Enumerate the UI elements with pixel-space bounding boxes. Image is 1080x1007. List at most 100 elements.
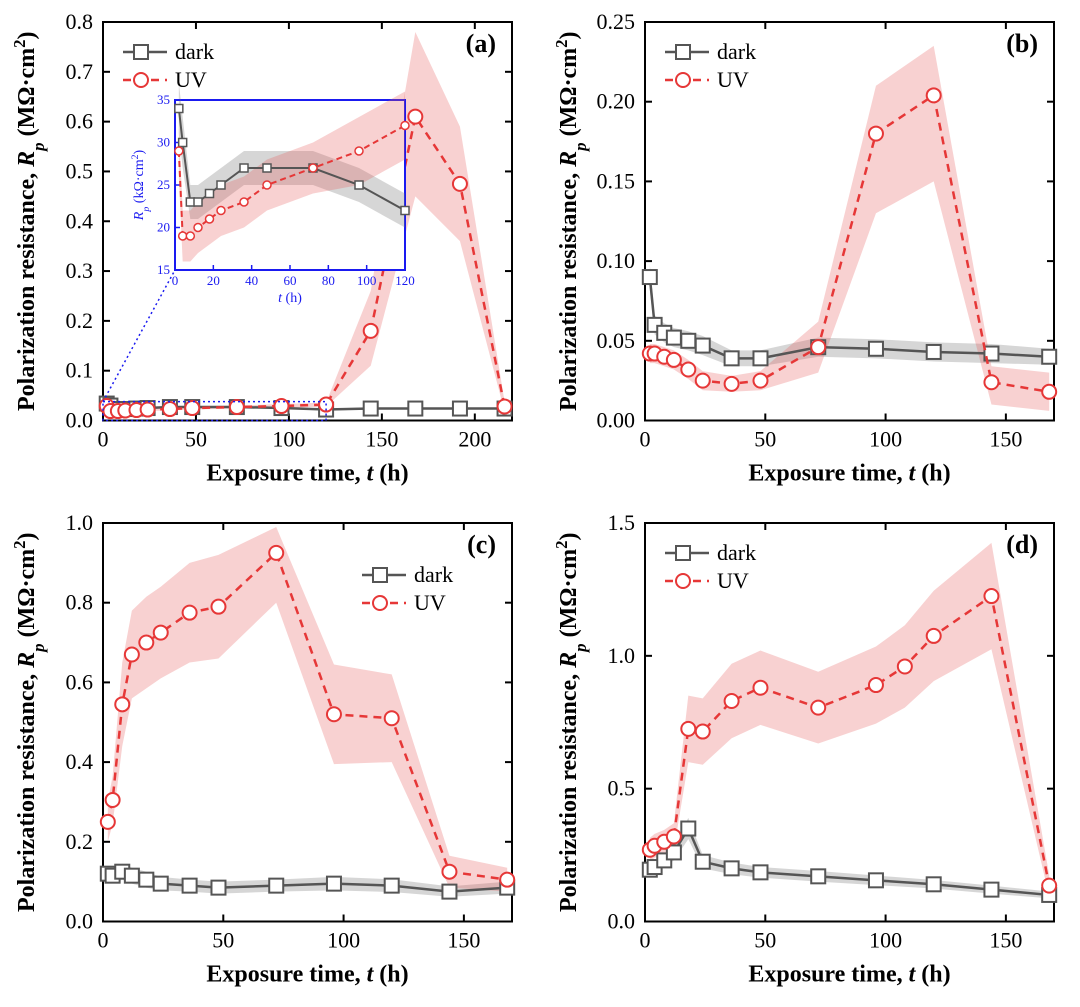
x-axis-title: Exposure time, t (h) xyxy=(748,461,950,487)
figure-grid: 0501001502000.00.10.20.30.40.50.60.70.8E… xyxy=(0,0,1080,1007)
panel-label: (d) xyxy=(1006,530,1038,559)
y-tick-label: 0.0 xyxy=(66,908,94,933)
marker-square xyxy=(681,821,695,835)
marker-circle xyxy=(984,375,998,389)
marker-square xyxy=(725,861,739,875)
marker-circle xyxy=(898,659,912,673)
panel-c: 0501001500.00.20.40.60.81.0Exposure time… xyxy=(8,509,530,1000)
marker-circle xyxy=(274,399,288,413)
marker-square xyxy=(643,270,657,284)
legend: dark UV xyxy=(665,39,756,92)
svg-text:120: 120 xyxy=(395,273,415,288)
marker-square xyxy=(385,878,399,892)
marker-circle xyxy=(681,362,695,376)
marker-circle xyxy=(385,711,399,725)
marker-circle xyxy=(927,628,941,642)
marker-circle xyxy=(230,400,244,414)
x-tick-label: 150 xyxy=(989,927,1022,952)
marker-square xyxy=(696,854,710,868)
marker-circle xyxy=(725,377,739,391)
marker-circle xyxy=(269,545,283,559)
panel-b-svg: 0501001500.000.050.100.150.200.25Exposur… xyxy=(550,8,1072,499)
marker-circle xyxy=(154,625,168,639)
y-tick-label: 0.2 xyxy=(66,828,94,853)
marker-square xyxy=(984,882,998,896)
marker-circle xyxy=(869,127,883,141)
y-axis-title: Polarization resistance, Rp (MΩ·cm2) xyxy=(10,532,48,911)
marker-square xyxy=(927,877,941,891)
legend-label: UV xyxy=(414,590,446,615)
legend-label: dark xyxy=(717,39,756,64)
marker-circle xyxy=(185,401,199,415)
x-tick-label: 100 xyxy=(272,427,305,452)
marker-circle xyxy=(667,353,681,367)
y-tick-label: 0.0 xyxy=(608,908,636,933)
marker-circle xyxy=(408,110,422,124)
marker-square xyxy=(154,876,168,890)
panel-c-svg: 0501001500.00.20.40.60.81.0Exposure time… xyxy=(8,509,530,1000)
marker-circle xyxy=(927,88,941,102)
legend: darkUV xyxy=(362,562,453,615)
y-tick-label: 0.6 xyxy=(66,669,94,694)
y-tick-label: 0.00 xyxy=(597,408,636,433)
y-tick-label: 0.1 xyxy=(66,358,94,383)
legend: dark UV xyxy=(665,540,756,593)
x-axis-title: Exposure time, t (h) xyxy=(206,961,408,987)
svg-text:40: 40 xyxy=(245,273,258,288)
x-tick-label: 150 xyxy=(447,927,480,952)
marker-square xyxy=(453,402,467,416)
marker-circle xyxy=(211,599,225,613)
marker-circle xyxy=(500,872,514,886)
marker-circle xyxy=(141,403,155,417)
marker-circle xyxy=(163,402,177,416)
svg-text:100: 100 xyxy=(357,273,377,288)
svg-text:Rp (kΩ·cm2): Rp (kΩ·cm2) xyxy=(130,149,152,221)
y-tick-label: 0.8 xyxy=(66,9,94,34)
marker-circle xyxy=(101,814,115,828)
marker-square xyxy=(139,872,153,886)
panel-d: 0501001500.00.51.01.5Exposure time, t (h… xyxy=(550,509,1072,1000)
marker-square xyxy=(667,331,681,345)
panel-label: (b) xyxy=(1006,29,1038,58)
y-axis-title: Polarization resistance, Rp (MΩ·cm2) xyxy=(552,532,590,911)
marker-square xyxy=(869,342,883,356)
panel-d-svg: 0501001500.00.51.01.5Exposure time, t (h… xyxy=(550,509,1072,1000)
y-tick-label: 0.5 xyxy=(66,158,94,183)
x-tick-label: 50 xyxy=(212,927,234,952)
legend-label: UV xyxy=(717,67,749,92)
svg-text:20: 20 xyxy=(207,273,220,288)
marker-square xyxy=(753,865,767,879)
marker-circle xyxy=(327,707,341,721)
svg-text:60: 60 xyxy=(284,273,297,288)
svg-text:20: 20 xyxy=(157,220,170,235)
marker-square xyxy=(725,351,739,365)
legend: darkUV xyxy=(123,39,214,92)
marker-circle xyxy=(869,678,883,692)
x-tick-label: 100 xyxy=(327,927,360,952)
marker-circle xyxy=(364,324,378,338)
marker-square xyxy=(696,339,710,353)
x-tick-label: 0 xyxy=(640,927,651,952)
marker-circle xyxy=(811,700,825,714)
svg-text:t (h): t (h) xyxy=(278,291,302,306)
legend-label: UV xyxy=(175,67,207,92)
marker-square xyxy=(364,402,378,416)
marker-circle xyxy=(696,374,710,388)
marker-circle xyxy=(115,697,129,711)
marker-circle xyxy=(1042,385,1056,399)
marker-circle xyxy=(681,721,695,735)
x-tick-label: 150 xyxy=(989,427,1022,452)
legend-label: dark xyxy=(717,540,756,565)
y-tick-label: 0.8 xyxy=(66,589,94,614)
marker-circle xyxy=(753,374,767,388)
x-tick-label: 150 xyxy=(365,427,398,452)
x-tick-label: 200 xyxy=(458,427,491,452)
x-axis-title: Exposure time, t (h) xyxy=(206,461,408,487)
y-tick-label: 0.7 xyxy=(66,59,94,84)
y-tick-label: 0.4 xyxy=(66,749,94,774)
legend-label: UV xyxy=(717,568,749,593)
marker-circle xyxy=(1042,878,1056,892)
marker-square xyxy=(869,873,883,887)
x-tick-label: 100 xyxy=(869,927,902,952)
marker-circle xyxy=(696,724,710,738)
